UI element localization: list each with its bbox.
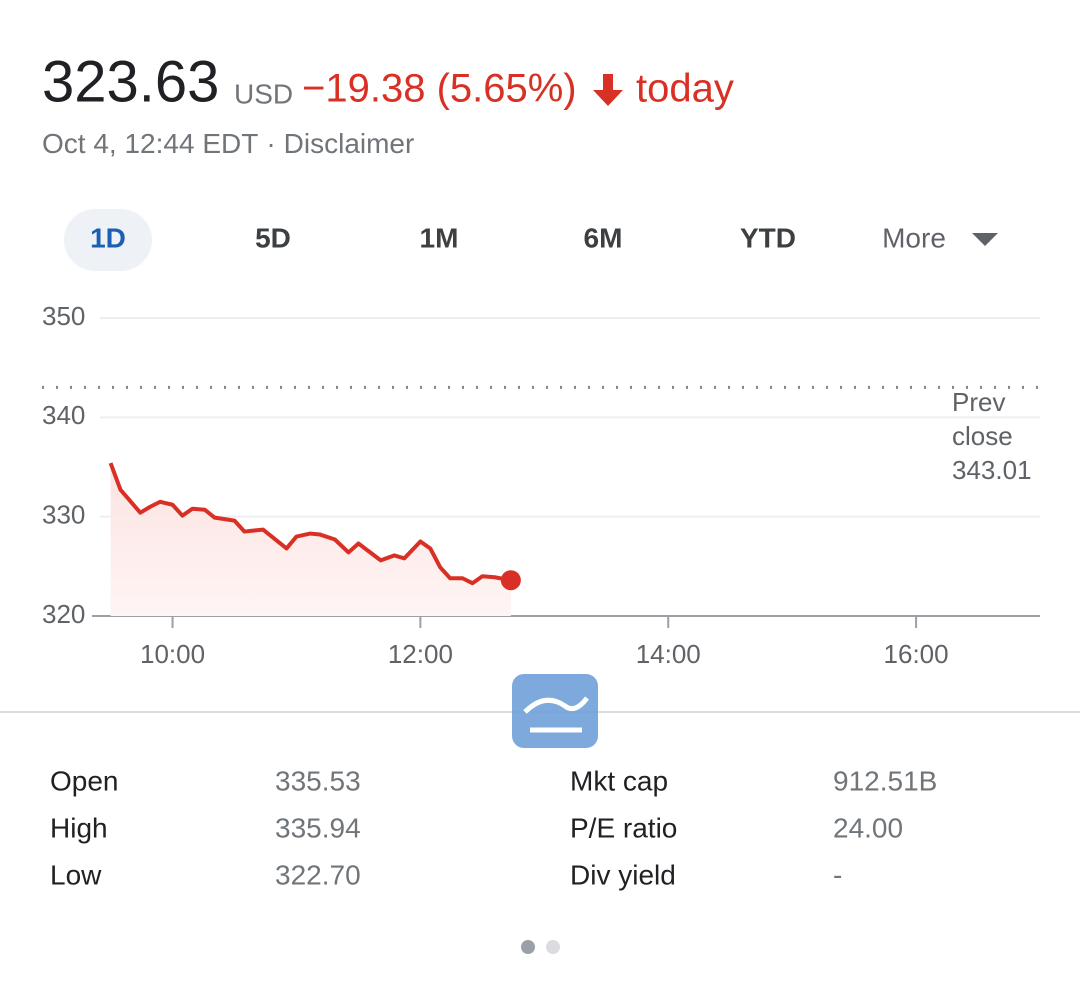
x-tick-label: 12:00 <box>388 639 453 669</box>
range-tab[interactable]: YTD <box>740 222 796 253</box>
pager-dot-active[interactable] <box>521 940 535 954</box>
watermark-glyph <box>523 696 589 733</box>
current-point <box>500 570 521 591</box>
stat-label: Low <box>50 859 102 890</box>
stat-label: Open <box>50 765 119 796</box>
tab-selected-bg <box>64 209 152 271</box>
stat-value: 335.53 <box>275 765 361 796</box>
separator: · <box>266 128 275 159</box>
timestamp: Oct 4, 12:44 EDT · Disclaimer <box>42 128 414 159</box>
x-tick-label: 14:00 <box>636 639 701 669</box>
stat-label: High <box>50 812 108 843</box>
range-tab[interactable]: 6M <box>584 222 623 253</box>
x-tick-label: 16:00 <box>884 639 949 669</box>
currency: USD <box>234 78 293 109</box>
stat-value: 912.51B <box>833 765 937 796</box>
range-tab[interactable]: 5D <box>255 222 291 253</box>
y-tick-label: 320 <box>42 599 85 629</box>
watermark <box>512 674 598 748</box>
stat-value: 322.70 <box>275 859 361 890</box>
period: today <box>636 67 734 111</box>
stat-label: P/E ratio <box>570 812 677 843</box>
more-triangle[interactable] <box>972 233 998 246</box>
stat-value: 335.94 <box>275 812 361 843</box>
y-tick-label: 350 <box>42 301 85 331</box>
time: Oct 4, 12:44 EDT <box>42 128 258 159</box>
x-tick-label: 10:00 <box>140 639 205 669</box>
stat-label: Mkt cap <box>570 765 668 796</box>
price-line <box>108 462 512 586</box>
y-tick-label: 330 <box>42 500 85 530</box>
range-tab[interactable]: 1D <box>90 222 126 253</box>
pager-dot[interactable] <box>546 940 560 954</box>
down-arrow <box>593 74 623 106</box>
range-tab[interactable]: 1M <box>420 222 459 253</box>
prev-close-label: Prev <box>952 387 1005 417</box>
price: 323.63 <box>42 49 219 114</box>
change: −19.38 (5.65%) <box>302 67 577 111</box>
area <box>110 463 511 616</box>
stat-label: Div yield <box>570 859 676 890</box>
range-tab[interactable]: More <box>882 222 946 253</box>
stat-value: - <box>833 859 842 890</box>
prev-close-label: close <box>952 421 1013 451</box>
y-tick-label: 340 <box>42 400 85 430</box>
prev-close-value: 343.01 <box>952 455 1032 485</box>
disclaimer[interactable]: Disclaimer <box>284 128 415 159</box>
stat-value: 24.00 <box>833 812 903 843</box>
